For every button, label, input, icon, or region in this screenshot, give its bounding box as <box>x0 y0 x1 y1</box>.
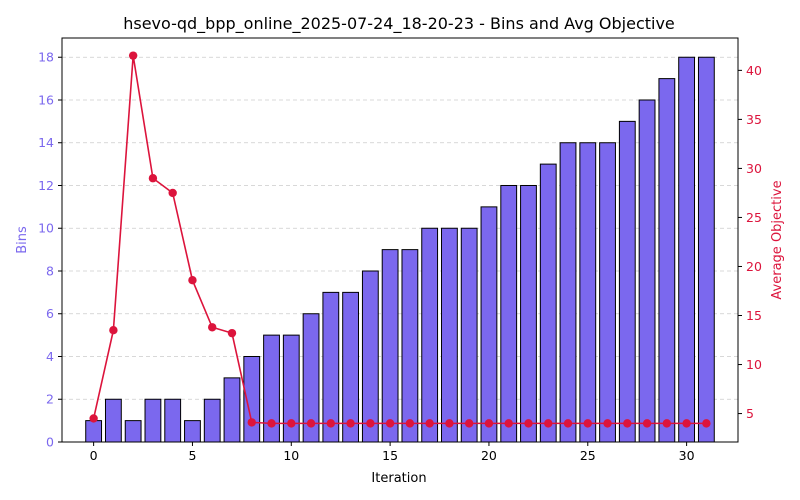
line-point <box>168 188 177 198</box>
bar <box>124 420 142 443</box>
left-tick-label: 2 <box>46 392 54 407</box>
line-point <box>405 419 415 428</box>
right-tick-label: 40 <box>746 63 762 78</box>
x-tick-label: 20 <box>481 448 497 463</box>
line-point <box>464 419 474 428</box>
right-tick-label: 5 <box>746 406 754 421</box>
x-axis-label: Iteration <box>371 471 426 486</box>
line-point <box>425 419 434 428</box>
line-point <box>642 419 652 428</box>
line-point <box>682 419 691 428</box>
x-axis-ticks: 0 5 10 15 20 25 30 <box>90 442 695 463</box>
line-point <box>603 419 612 428</box>
line-point <box>128 51 138 60</box>
left-tick-label: 4 <box>46 349 54 364</box>
bar <box>164 398 182 443</box>
chart-title: hsevo-qd_bpp_online_2025-07-24_18-20-23 … <box>123 14 675 34</box>
plot-frame <box>61 37 739 443</box>
left-tick-label: 6 <box>46 306 54 321</box>
line-point <box>188 276 197 285</box>
left-tick-label: 10 <box>38 221 54 236</box>
bar <box>104 398 122 443</box>
bar <box>520 184 537 443</box>
avg-objective-line <box>89 51 711 428</box>
bar <box>599 142 616 443</box>
line-point <box>109 326 118 335</box>
grid-lines <box>62 56 738 400</box>
right-axis-label: Average Objective <box>770 180 785 299</box>
line-point <box>366 419 375 428</box>
line-point <box>662 419 672 428</box>
bar <box>678 56 696 443</box>
x-tick-label: 0 <box>90 448 98 463</box>
right-tick-label: 10 <box>746 357 762 372</box>
bar <box>381 249 399 443</box>
left-tick-label: 8 <box>46 263 54 278</box>
bar <box>203 398 221 443</box>
bar <box>480 206 498 443</box>
line-point <box>544 419 553 428</box>
bins-bars <box>85 56 715 443</box>
right-axis-ticks: 5 10 15 20 25 30 35 40 <box>738 63 762 421</box>
line-point <box>583 419 592 428</box>
line-point <box>267 419 276 428</box>
line-point <box>524 419 533 428</box>
bar <box>421 227 439 443</box>
x-tick-label: 25 <box>580 448 596 463</box>
bar <box>500 184 518 443</box>
left-axis-ticks: 0 2 4 6 8 10 12 14 16 18 <box>38 50 62 450</box>
bar <box>85 420 103 443</box>
line-point <box>326 419 336 428</box>
bar <box>460 227 478 443</box>
right-tick-label: 30 <box>746 161 762 176</box>
x-tick-label: 10 <box>283 448 299 463</box>
bar <box>144 398 162 443</box>
bar <box>539 163 557 443</box>
line-point <box>89 414 98 423</box>
left-axis-label: Bins <box>15 226 30 254</box>
line-point <box>148 174 158 183</box>
bar <box>658 78 676 443</box>
bar <box>401 249 419 443</box>
line-point <box>287 419 296 428</box>
x-tick-label: 5 <box>188 448 196 463</box>
line-point <box>306 419 316 428</box>
line-point <box>563 419 573 428</box>
bar <box>559 142 577 443</box>
left-tick-label: 0 <box>46 435 54 450</box>
line-point <box>623 419 632 428</box>
bar <box>223 377 241 443</box>
right-tick-label: 25 <box>746 210 762 225</box>
bar <box>638 99 656 443</box>
line-point <box>227 328 237 338</box>
left-tick-label: 12 <box>38 178 54 193</box>
bar <box>579 142 597 443</box>
left-tick-label: 14 <box>38 135 54 150</box>
line-point <box>484 419 494 428</box>
bar <box>618 120 636 443</box>
line-point <box>445 419 454 428</box>
bar <box>184 420 201 443</box>
line-point <box>247 418 256 427</box>
right-tick-label: 20 <box>746 259 762 274</box>
x-tick-label: 30 <box>679 448 695 463</box>
x-tick-label: 15 <box>382 448 398 463</box>
line-point <box>385 419 395 428</box>
line-point <box>208 323 217 332</box>
right-tick-label: 15 <box>746 308 762 323</box>
line-point <box>504 419 513 428</box>
bar <box>441 227 458 443</box>
right-tick-label: 35 <box>746 112 762 127</box>
left-tick-label: 16 <box>38 92 54 107</box>
bar <box>697 56 715 443</box>
bar <box>361 270 379 443</box>
line-point <box>702 419 711 428</box>
left-tick-label: 18 <box>38 50 54 65</box>
line-point <box>346 419 355 428</box>
